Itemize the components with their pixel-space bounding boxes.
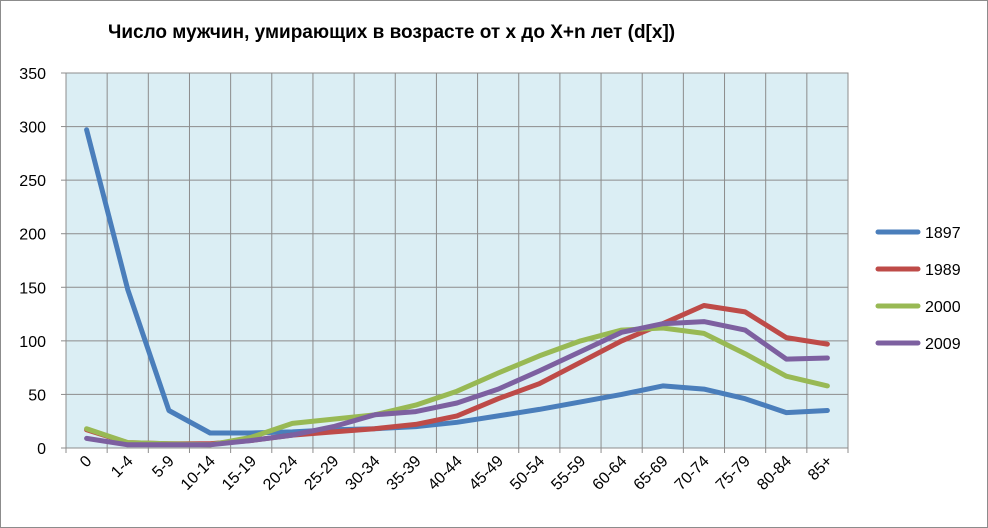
x-tick-label: 20-24 [260, 453, 301, 494]
x-tick-label: 70-74 [672, 453, 713, 494]
y-tick-label: 100 [19, 334, 46, 351]
legend-label-1897: 1897 [925, 225, 961, 242]
x-tick-label: 40-44 [425, 453, 466, 494]
series-line-1897 [84, 127, 830, 436]
legend-label-1989: 1989 [925, 262, 961, 279]
x-tick-label: 80-84 [754, 453, 795, 494]
x-tick-label: 85+ [805, 453, 836, 484]
y-tick-label: 50 [28, 387, 46, 404]
chart-title: Число мужчин, умирающих в возрасте от x … [108, 22, 676, 43]
x-tick-label: 35-39 [384, 453, 425, 494]
y-tick-label: 200 [19, 227, 46, 244]
y-tick-label: 0 [37, 441, 46, 458]
legend-label-2009: 2009 [925, 336, 961, 353]
x-tick-label: 25-29 [301, 453, 342, 494]
x-tick-label: 60-64 [590, 453, 631, 494]
plot-area: 0 50 100 150 200 250 300 350 0 1-4 5-9 10-14 15-19 20… [19, 66, 849, 494]
x-tick-label: 50-54 [507, 453, 548, 494]
plot-border [65, 72, 849, 449]
x-tick-label: 55-59 [548, 453, 589, 494]
x-tick-label: 0 [77, 453, 95, 471]
x-tick-label: 75-79 [713, 453, 754, 494]
y-tick-label: 350 [19, 66, 46, 83]
x-tick-label: 65-69 [631, 453, 672, 494]
y-tick-label: 300 [19, 120, 46, 137]
x-tick-label: 45-49 [466, 453, 507, 494]
x-tick-label: 1-4 [108, 453, 136, 481]
x-tick-label: 30-34 [343, 453, 384, 494]
y-tick-label: 150 [19, 280, 46, 297]
legend-label-2000: 2000 [925, 299, 961, 316]
x-tick-label: 5-9 [149, 453, 177, 481]
series-line-2009 [84, 319, 830, 448]
x-tick-label: 15-19 [219, 453, 260, 494]
legend: 1897 1989 2000 2009 [875, 225, 961, 353]
y-tick-label: 250 [19, 173, 46, 190]
x-tick-label: 10-14 [178, 453, 219, 494]
plot-background [66, 73, 848, 448]
